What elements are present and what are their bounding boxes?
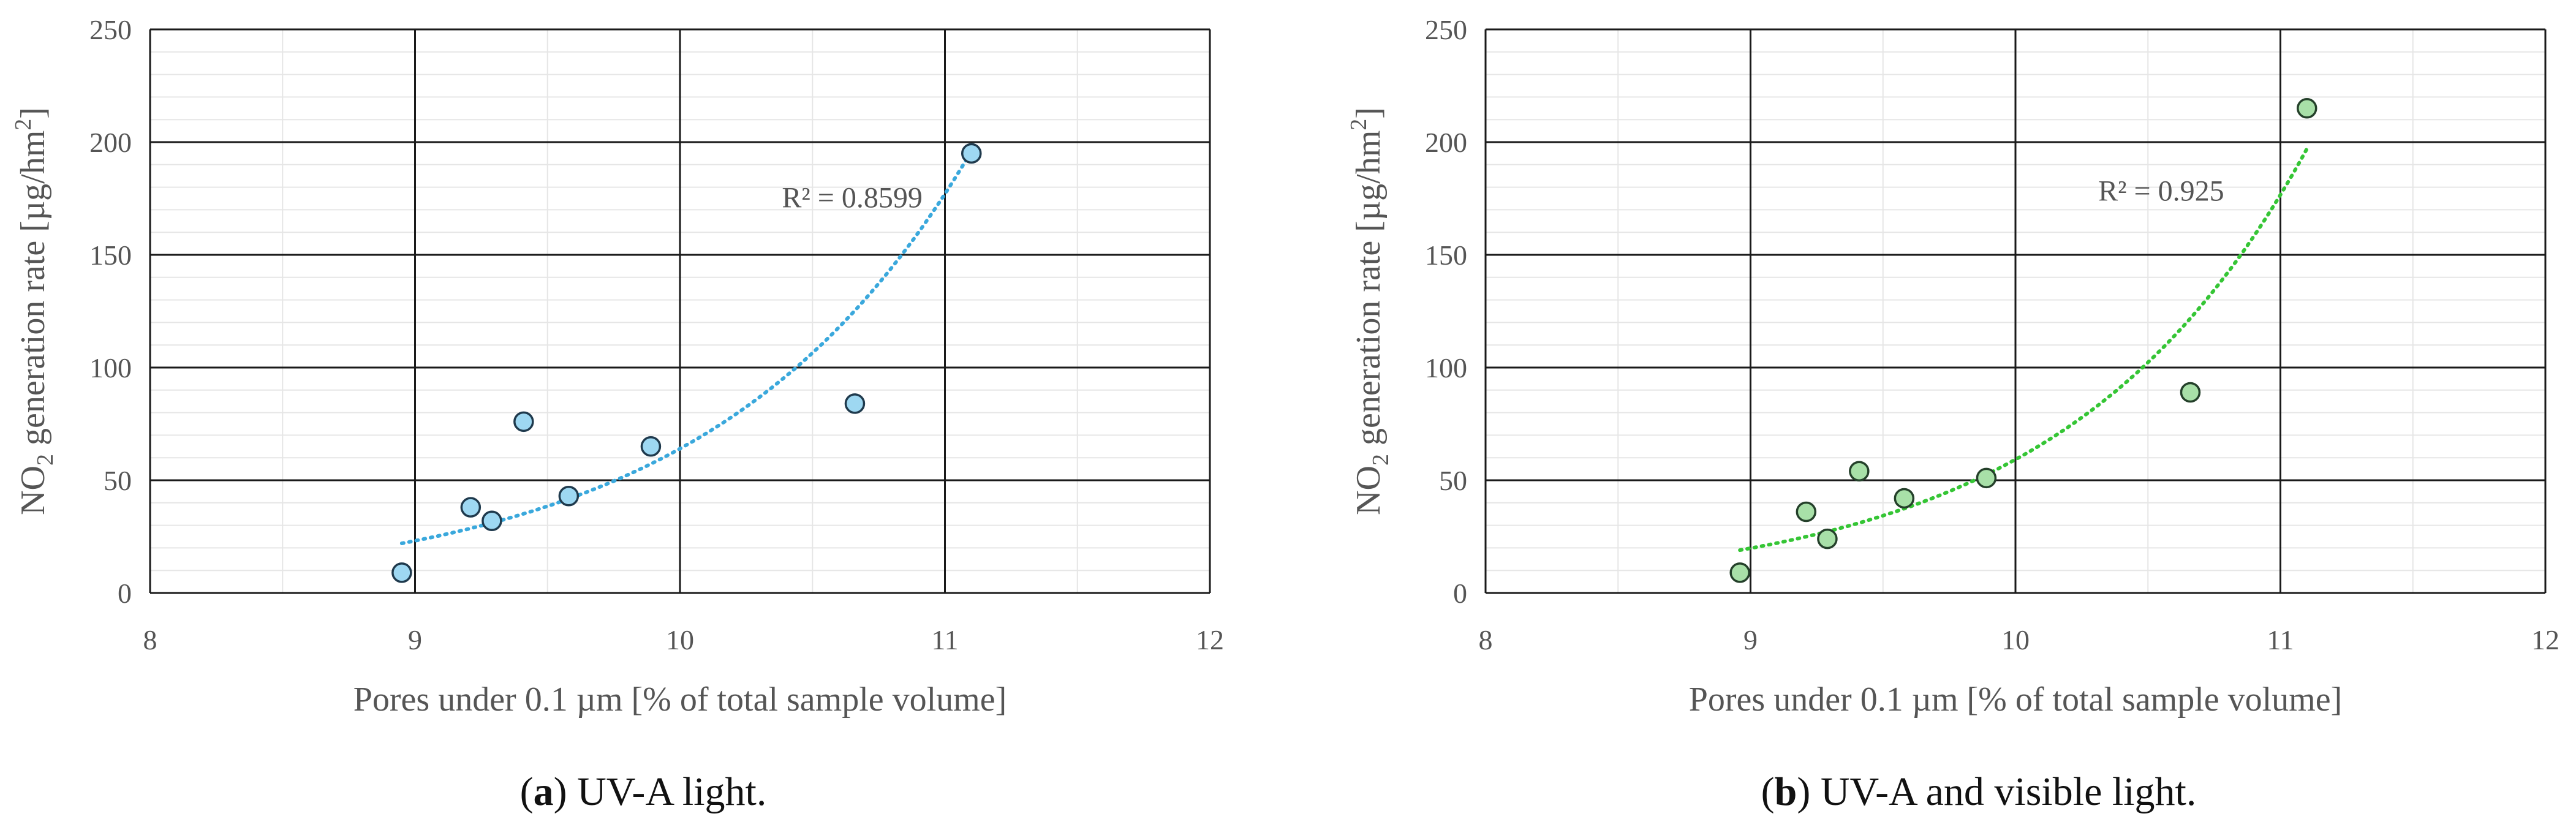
major-gridlines [1484, 28, 2547, 594]
y-tick-label: 50 [1439, 465, 1467, 496]
y-tick-label: 0 [118, 578, 132, 609]
y-axis-title-part: 2 [10, 119, 36, 130]
y-tick-label: 100 [89, 352, 132, 383]
x-tick-label: 9 [1743, 624, 1758, 655]
y-axis-title-part: ] [14, 107, 52, 119]
data-point [391, 562, 412, 583]
caption-a: (a) UV-A light. [519, 769, 767, 814]
data-point [1817, 528, 1838, 549]
y-axis-title-part: 2 [32, 454, 58, 466]
x-tick-label: 11 [2267, 624, 2294, 655]
trendline [1738, 147, 2309, 553]
x-tick-label: 12 [1196, 624, 1224, 655]
caption-panel-label: a [533, 769, 554, 814]
data-point [1976, 467, 1997, 489]
data-point [2180, 382, 2201, 403]
major-gridlines [149, 28, 1211, 594]
x-axis-title: Pores under 0.1 µm [% of total sample vo… [353, 681, 1007, 719]
data-point [1729, 562, 1750, 583]
data-point [482, 510, 502, 531]
x-tick-label: 11 [931, 624, 958, 655]
y-axis-title: NO2 generation rate [µg/hm2] [1346, 107, 1394, 515]
chart-svg-a: 0 50 100 150 200 250 8 9 10 11 12 Pores under 0.1 µ… [10, 14, 1224, 719]
data-point [2297, 98, 2317, 119]
data-point [460, 497, 482, 518]
x-tick-label: 8 [1479, 624, 1493, 655]
caption-b: (b) UV-A and visible light. [1761, 769, 2197, 814]
data-point [640, 436, 662, 457]
data-point [1894, 488, 1915, 509]
chart-panel-a: 0 50 100 150 200 250 8 9 10 11 12 Pores under 0.1 µ… [0, 0, 1286, 838]
data-point [1796, 501, 1817, 523]
y-axis-title-part: generation rate [µg/hm [14, 130, 52, 454]
y-axis-title-part: 2 [1346, 119, 1372, 130]
y-tick-label: 100 [1425, 352, 1467, 383]
y-axis-title-part: 2 [1368, 454, 1394, 466]
y-axis-title-part: NO [14, 466, 52, 515]
y-tick-label: 50 [104, 465, 132, 496]
y-tick-label: 250 [89, 14, 132, 45]
y-axis-title: NO2 generation rate [µg/hm2] [10, 107, 58, 515]
y-axis-title-part: NO [1350, 466, 1388, 515]
y-tick-label: 150 [89, 240, 132, 271]
data-point [513, 411, 534, 432]
y-axis-title-part: ] [1350, 107, 1388, 119]
y-tick-label: 250 [1425, 14, 1467, 45]
y-tick-label: 0 [1453, 578, 1467, 609]
caption-text: UV-A and visible light. [1810, 769, 2197, 814]
caption-panel-label: b [1774, 769, 1797, 814]
r-squared-label: R² = 0.8599 [782, 182, 922, 214]
x-tick-label: 10 [666, 624, 694, 655]
x-tick-label: 10 [2001, 624, 2030, 655]
data-point [844, 393, 866, 414]
y-tick-label: 200 [1425, 127, 1467, 158]
r-squared-label: R² = 0.925 [2098, 175, 2224, 208]
y-axis-title-part: generation rate [µg/hm [1350, 130, 1388, 454]
x-axis-title: Pores under 0.1 µm [% of total sample vo… [1689, 681, 2343, 719]
data-point [961, 143, 982, 164]
data-point [558, 486, 580, 507]
x-tick-label: 12 [2531, 624, 2559, 655]
y-tick-label: 150 [1425, 240, 1467, 271]
y-tick-label: 200 [89, 127, 132, 158]
chart-panel-b: 0 50 100 150 200 250 8 9 10 11 12 Pores under 0.1 µ… [1335, 0, 2576, 838]
x-tick-label: 9 [408, 624, 422, 655]
x-tick-label: 8 [143, 624, 157, 655]
caption-text: UV-A light. [567, 769, 767, 814]
chart-svg-b: 0 50 100 150 200 250 8 9 10 11 12 Pores under 0.1 µ… [1346, 14, 2559, 719]
data-point [1849, 461, 1870, 482]
